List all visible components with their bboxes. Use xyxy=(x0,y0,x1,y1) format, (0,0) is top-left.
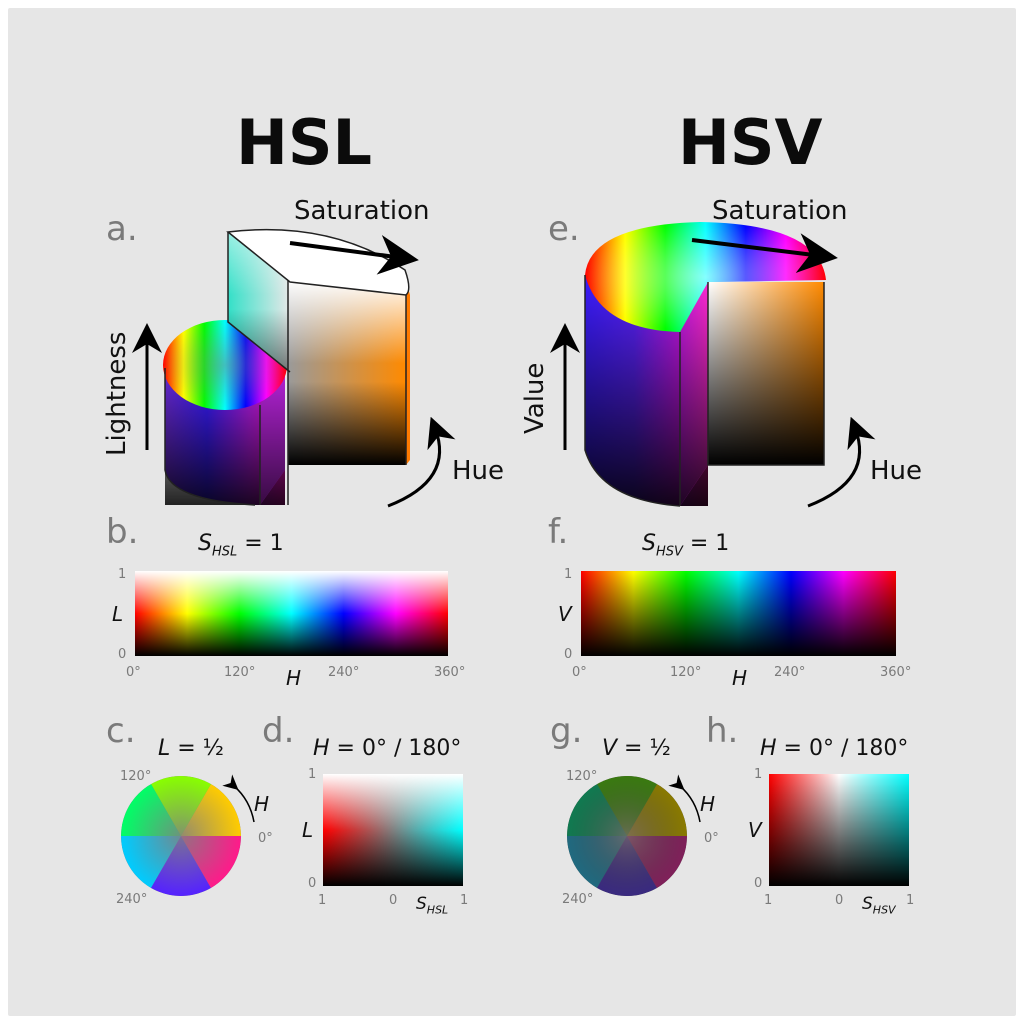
hsl-title: HSL xyxy=(236,106,373,179)
hsv-title: HSV xyxy=(678,106,823,179)
panel-letter-c: c. xyxy=(106,711,136,751)
hsv-h-xtick-left: 1 xyxy=(764,893,773,908)
hsl-d-xtick-right: 1 xyxy=(460,893,469,908)
hsv-f-ytick-1: 1 xyxy=(564,567,573,582)
hsl-d-xtick-left: 1 xyxy=(318,893,327,908)
hsv-hue-wheel xyxy=(567,776,687,896)
panel-letter-b: b. xyxy=(106,512,139,552)
panel-letter-e: e. xyxy=(548,209,580,249)
hsv-f-xtick-240: 240° xyxy=(774,665,806,680)
panel-letter-f: f. xyxy=(548,512,569,552)
panel-letter-g: g. xyxy=(550,711,583,751)
hsl-hue-wheel xyxy=(121,776,241,896)
hsl-c-angle-0: 0° xyxy=(258,831,273,846)
hsl-b-xtick-240: 240° xyxy=(328,665,360,680)
hsv-h-xtick-right: 1 xyxy=(906,893,915,908)
hsl-b-ytick-1: 1 xyxy=(118,567,127,582)
hsl-b-equation: SHSL = 1 xyxy=(198,531,284,560)
hsl-c-equation: L = ½ xyxy=(158,736,225,761)
hsv-saturation-label: Saturation xyxy=(712,196,848,226)
hsl-wheel-hue-arrow xyxy=(222,774,255,823)
hsv-f-xtick-120: 120° xyxy=(670,665,702,680)
hsl-c-angle-240: 240° xyxy=(116,892,148,907)
hsv-h-ylabel: V xyxy=(748,818,762,842)
hsv-h-ytick-0: 0 xyxy=(754,876,763,891)
hsv-g-hue-label: H xyxy=(700,792,716,816)
hsl-b-ylabel: L xyxy=(112,602,124,626)
hsl-d-ytick-0: 0 xyxy=(308,876,317,891)
hsv-hue-arrow xyxy=(807,416,876,508)
hsl-b-xtick-360: 360° xyxy=(434,665,466,680)
hsl-d-xlabel: SHSL xyxy=(416,894,449,917)
hsv-value-label: Value xyxy=(520,362,550,434)
hsv-g-angle-0: 0° xyxy=(704,831,719,846)
hsv-g-angle-240: 240° xyxy=(562,892,594,907)
hsl-saturation-arrow xyxy=(289,235,419,275)
hsl-c-angle-120: 120° xyxy=(120,769,152,784)
hsl-c-hue-label: H xyxy=(254,792,270,816)
hsl-hue-label: Hue xyxy=(452,456,505,486)
hsl-d-ytick-1: 1 xyxy=(308,767,317,782)
hsv-hue-label: Hue xyxy=(870,456,923,486)
hsv-f-xtick-360: 360° xyxy=(880,665,912,680)
hsv-f-equation: SHSV = 1 xyxy=(642,531,730,560)
hsl-b-xlabel: H xyxy=(286,666,302,690)
hsl-lightness-label: Lightness xyxy=(102,331,132,456)
hsv-f-ylabel: V xyxy=(558,602,572,626)
hsv-saturation-arrow xyxy=(691,233,838,273)
panel-letter-a: a. xyxy=(106,209,138,249)
hsl-d-xtick-mid: 0 xyxy=(389,893,398,908)
hsv-g-equation: V = ½ xyxy=(602,736,671,761)
hsv-cylinder-figure xyxy=(584,222,826,507)
hsv-h-ytick-1: 1 xyxy=(754,767,763,782)
hsl-b-xtick-0: 0° xyxy=(126,665,141,680)
hsl-cylinder-figure xyxy=(163,228,410,506)
hsv-g-angle-120: 120° xyxy=(566,769,598,784)
hsv-f-xtick-0: 0° xyxy=(572,665,587,680)
hsv-wheel-hue-arrow xyxy=(668,774,701,823)
panel-letter-d: d. xyxy=(262,711,295,751)
hsv-h-xlabel: SHSV xyxy=(862,894,896,917)
hsv-f-ytick-0: 0 xyxy=(564,647,573,662)
hsv-h-equation: H = 0° / 180° xyxy=(760,736,909,761)
hsl-b-ytick-0: 0 xyxy=(118,647,127,662)
hsv-h-xtick-mid: 0 xyxy=(835,893,844,908)
hsl-b-xtick-120: 120° xyxy=(224,665,256,680)
hsl-d-ylabel: L xyxy=(302,818,314,842)
hsl-d-equation: H = 0° / 180° xyxy=(313,736,462,761)
hsv-f-xlabel: H xyxy=(732,666,748,690)
hsl-saturation-label: Saturation xyxy=(294,196,430,226)
panel-letter-h: h. xyxy=(706,711,739,751)
hsl-hue-arrow xyxy=(387,416,456,508)
